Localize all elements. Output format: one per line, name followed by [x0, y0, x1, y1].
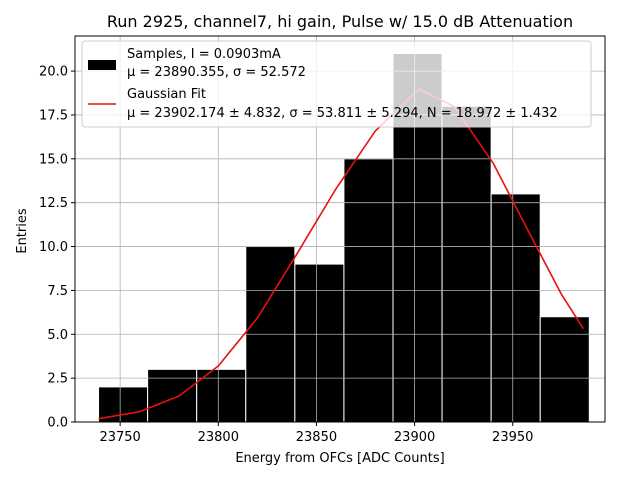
y-tick-label: 10.0	[39, 240, 68, 255]
y-axis-label: Entries	[15, 208, 30, 254]
histogram-bar	[490, 193, 541, 423]
x-tick-label: 23900	[394, 430, 435, 445]
x-tick-label: 23800	[198, 430, 239, 445]
y-tick-label: 17.5	[39, 108, 68, 123]
legend-frame	[81, 40, 592, 128]
x-tick-label: 23950	[492, 430, 533, 445]
y-tick-label: 5.0	[47, 328, 68, 343]
legend-samples-stats: μ = 23890.355, σ = 52.572	[127, 65, 306, 80]
gaussian-fit-curve	[98, 88, 585, 420]
y-tick-label: 7.5	[47, 284, 68, 299]
chart-title: Run 2925, channel7, hi gain, Pulse w/ 15…	[107, 12, 573, 31]
y-tick-label: 2.5	[47, 372, 68, 387]
y-tick-label: 20.0	[39, 65, 68, 80]
x-tick-label: 23750	[99, 430, 140, 445]
y-tick-label: 0.0	[47, 416, 68, 431]
legend: Samples, I = 0.0903mA μ = 23890.355, σ =…	[81, 40, 592, 128]
legend-samples-label: Samples, I = 0.0903mA	[127, 47, 281, 62]
histogram-bar	[441, 105, 492, 423]
histogram-bar	[98, 386, 149, 423]
legend-samples-swatch	[88, 60, 116, 70]
axes-frame	[74, 35, 606, 423]
y-tick-label: 15.0	[39, 152, 68, 167]
legend-fit-stats: μ = 23902.174 ± 4.832, σ = 53.811 ± 5.29…	[127, 106, 558, 121]
histogram-bar	[147, 368, 198, 423]
x-axis-label: Energy from OFCs [ADC Counts]	[235, 451, 444, 466]
histogram-bar	[539, 316, 590, 423]
legend-fit-label: Gaussian Fit	[127, 87, 206, 102]
histogram-bar	[294, 263, 345, 423]
y-tick-label: 12.5	[39, 196, 68, 211]
x-tick-label: 23850	[296, 430, 337, 445]
